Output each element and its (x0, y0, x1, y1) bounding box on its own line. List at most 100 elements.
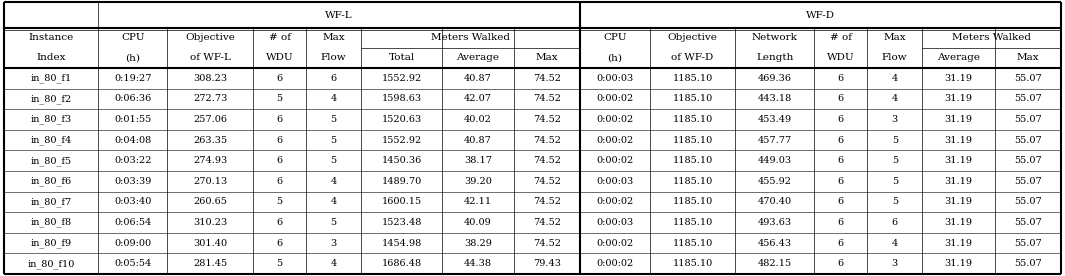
Text: in_80_f5: in_80_f5 (31, 156, 71, 166)
Text: 40.87: 40.87 (464, 74, 492, 83)
Text: 6: 6 (838, 259, 843, 268)
Text: WDU: WDU (826, 54, 854, 62)
Text: 74.52: 74.52 (534, 218, 561, 227)
Text: 31.19: 31.19 (945, 177, 972, 186)
Text: 1185.10: 1185.10 (672, 94, 712, 104)
Text: 308.23: 308.23 (194, 74, 228, 83)
Text: 6: 6 (838, 218, 843, 227)
Text: 6: 6 (277, 238, 282, 248)
Text: Index: Index (36, 54, 66, 62)
Text: 74.52: 74.52 (534, 156, 561, 165)
Text: Total: Total (389, 54, 414, 62)
Text: 456.43: 456.43 (758, 238, 792, 248)
Text: Max: Max (1016, 54, 1039, 62)
Text: (h): (h) (126, 54, 141, 62)
Text: 5: 5 (330, 156, 337, 165)
Text: 42.11: 42.11 (463, 197, 492, 206)
Text: 3: 3 (891, 259, 898, 268)
Text: CPU: CPU (121, 33, 145, 43)
Text: 4: 4 (330, 177, 337, 186)
Text: 55.07: 55.07 (1014, 156, 1042, 165)
Text: 301.40: 301.40 (194, 238, 228, 248)
Text: 493.63: 493.63 (758, 218, 792, 227)
Text: Instance: Instance (29, 33, 73, 43)
Text: 274.93: 274.93 (193, 156, 228, 165)
Text: 469.36: 469.36 (758, 74, 792, 83)
Text: CPU: CPU (603, 33, 626, 43)
Text: of WF-L: of WF-L (190, 54, 231, 62)
Text: 0:00:03: 0:00:03 (596, 74, 634, 83)
Text: 55.07: 55.07 (1014, 115, 1042, 124)
Text: 5: 5 (277, 259, 282, 268)
Text: 0:03:40: 0:03:40 (114, 197, 151, 206)
Text: 74.52: 74.52 (534, 136, 561, 145)
Text: 5: 5 (891, 197, 898, 206)
Text: 1185.10: 1185.10 (672, 74, 712, 83)
Text: 0:09:00: 0:09:00 (114, 238, 151, 248)
Text: 74.52: 74.52 (534, 94, 561, 104)
Text: 42.07: 42.07 (463, 94, 492, 104)
Text: 0:06:36: 0:06:36 (114, 94, 151, 104)
Text: 1489.70: 1489.70 (381, 177, 422, 186)
Text: in_80_f4: in_80_f4 (31, 135, 71, 145)
Text: 1185.10: 1185.10 (672, 259, 712, 268)
Text: 31.19: 31.19 (945, 115, 972, 124)
Text: 0:19:27: 0:19:27 (114, 74, 151, 83)
Text: 0:00:03: 0:00:03 (596, 218, 634, 227)
Text: 470.40: 470.40 (758, 197, 792, 206)
Text: 74.52: 74.52 (534, 177, 561, 186)
Text: 6: 6 (838, 136, 843, 145)
Text: 272.73: 272.73 (193, 94, 228, 104)
Text: 0:01:55: 0:01:55 (114, 115, 151, 124)
Text: 74.52: 74.52 (534, 238, 561, 248)
Text: 6: 6 (277, 177, 282, 186)
Text: 5: 5 (330, 115, 337, 124)
Text: 0:03:22: 0:03:22 (114, 156, 151, 165)
Text: 1185.10: 1185.10 (672, 218, 712, 227)
Text: 6: 6 (838, 238, 843, 248)
Text: 1454.98: 1454.98 (381, 238, 422, 248)
Text: 0:00:03: 0:00:03 (596, 177, 634, 186)
Text: 6: 6 (277, 115, 282, 124)
Text: 1552.92: 1552.92 (381, 74, 422, 83)
Text: 4: 4 (330, 259, 337, 268)
Text: in_80_f7: in_80_f7 (31, 197, 71, 207)
Text: 6: 6 (330, 74, 337, 83)
Text: 79.43: 79.43 (534, 259, 561, 268)
Text: 260.65: 260.65 (194, 197, 227, 206)
Text: Objective: Objective (668, 33, 718, 43)
Text: 1686.48: 1686.48 (381, 259, 422, 268)
Text: 1185.10: 1185.10 (672, 115, 712, 124)
Text: 453.49: 453.49 (758, 115, 792, 124)
Text: 31.19: 31.19 (945, 259, 972, 268)
Text: in_80_f1: in_80_f1 (31, 73, 71, 83)
Text: in_80_f8: in_80_f8 (31, 218, 71, 227)
Text: in_80_f2: in_80_f2 (31, 94, 71, 104)
Text: Flow: Flow (321, 54, 346, 62)
Text: 281.45: 281.45 (194, 259, 228, 268)
Text: 1185.10: 1185.10 (672, 197, 712, 206)
Text: 482.15: 482.15 (758, 259, 792, 268)
Text: 0:04:08: 0:04:08 (114, 136, 151, 145)
Text: 0:00:02: 0:00:02 (596, 94, 634, 104)
Text: 5: 5 (277, 197, 282, 206)
Text: 449.03: 449.03 (758, 156, 792, 165)
Text: 31.19: 31.19 (945, 156, 972, 165)
Text: 457.77: 457.77 (758, 136, 792, 145)
Text: 0:00:02: 0:00:02 (596, 238, 634, 248)
Text: WF-D: WF-D (806, 10, 835, 20)
Text: WF-L: WF-L (326, 10, 354, 20)
Text: Network: Network (752, 33, 798, 43)
Text: 5: 5 (277, 94, 282, 104)
Text: 0:00:02: 0:00:02 (596, 197, 634, 206)
Text: 6: 6 (277, 156, 282, 165)
Text: 0:00:02: 0:00:02 (596, 259, 634, 268)
Text: 1185.10: 1185.10 (672, 177, 712, 186)
Text: 5: 5 (891, 177, 898, 186)
Text: 31.19: 31.19 (945, 136, 972, 145)
Text: 0:06:54: 0:06:54 (114, 218, 151, 227)
Text: of WF-D: of WF-D (671, 54, 714, 62)
Text: 1598.63: 1598.63 (381, 94, 422, 104)
Text: 31.19: 31.19 (945, 238, 972, 248)
Text: 55.07: 55.07 (1014, 238, 1042, 248)
